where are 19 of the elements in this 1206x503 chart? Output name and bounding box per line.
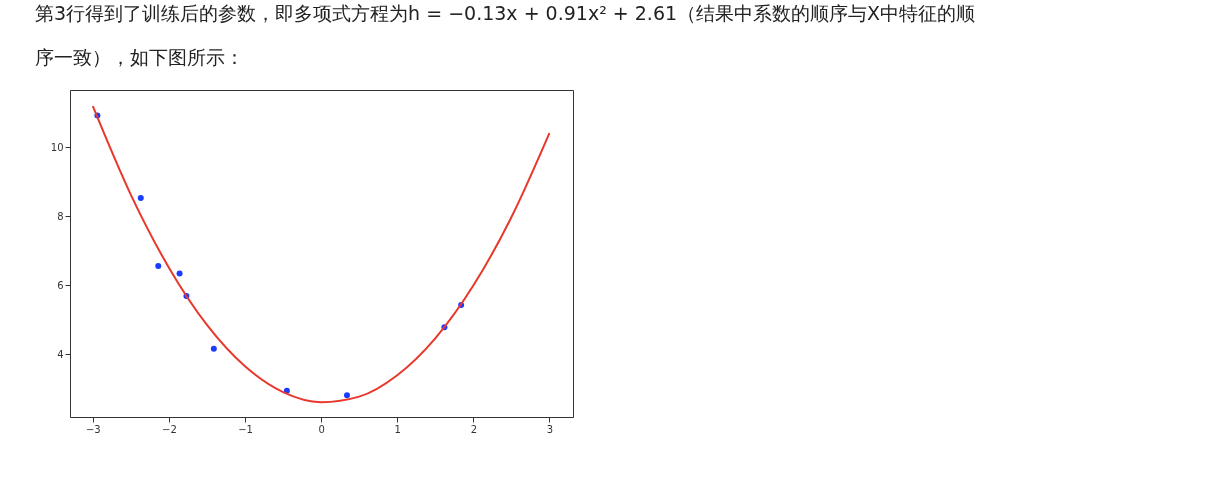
point xyxy=(155,262,162,269)
x-tick-label: 1 xyxy=(394,423,401,435)
x-tick-label: −2 xyxy=(162,423,177,435)
point xyxy=(176,270,183,277)
y-tick-label: 4 xyxy=(57,348,64,360)
x-tick-label: −1 xyxy=(238,423,253,435)
point xyxy=(137,194,144,201)
line-series xyxy=(91,105,551,404)
text: 序一致），如下图所示： xyxy=(35,46,244,68)
x-tick-label: 3 xyxy=(546,423,554,435)
text: 第3行得到了训练后的参数，即多项式方程为h = −0.13x + 0.91x² + 2.61（结果中系数的顺序与X中特征的顺 xyxy=(35,2,976,24)
point xyxy=(210,345,217,352)
x-tick-label: −3 xyxy=(85,423,101,435)
y-tick-label: 6 xyxy=(57,279,64,291)
point xyxy=(343,392,350,399)
x-tick-label: 0 xyxy=(318,423,325,435)
x-tick-label: 2 xyxy=(470,423,477,435)
y-tick-label: 8 xyxy=(57,210,64,222)
y-tick-label: 10 xyxy=(50,141,64,153)
